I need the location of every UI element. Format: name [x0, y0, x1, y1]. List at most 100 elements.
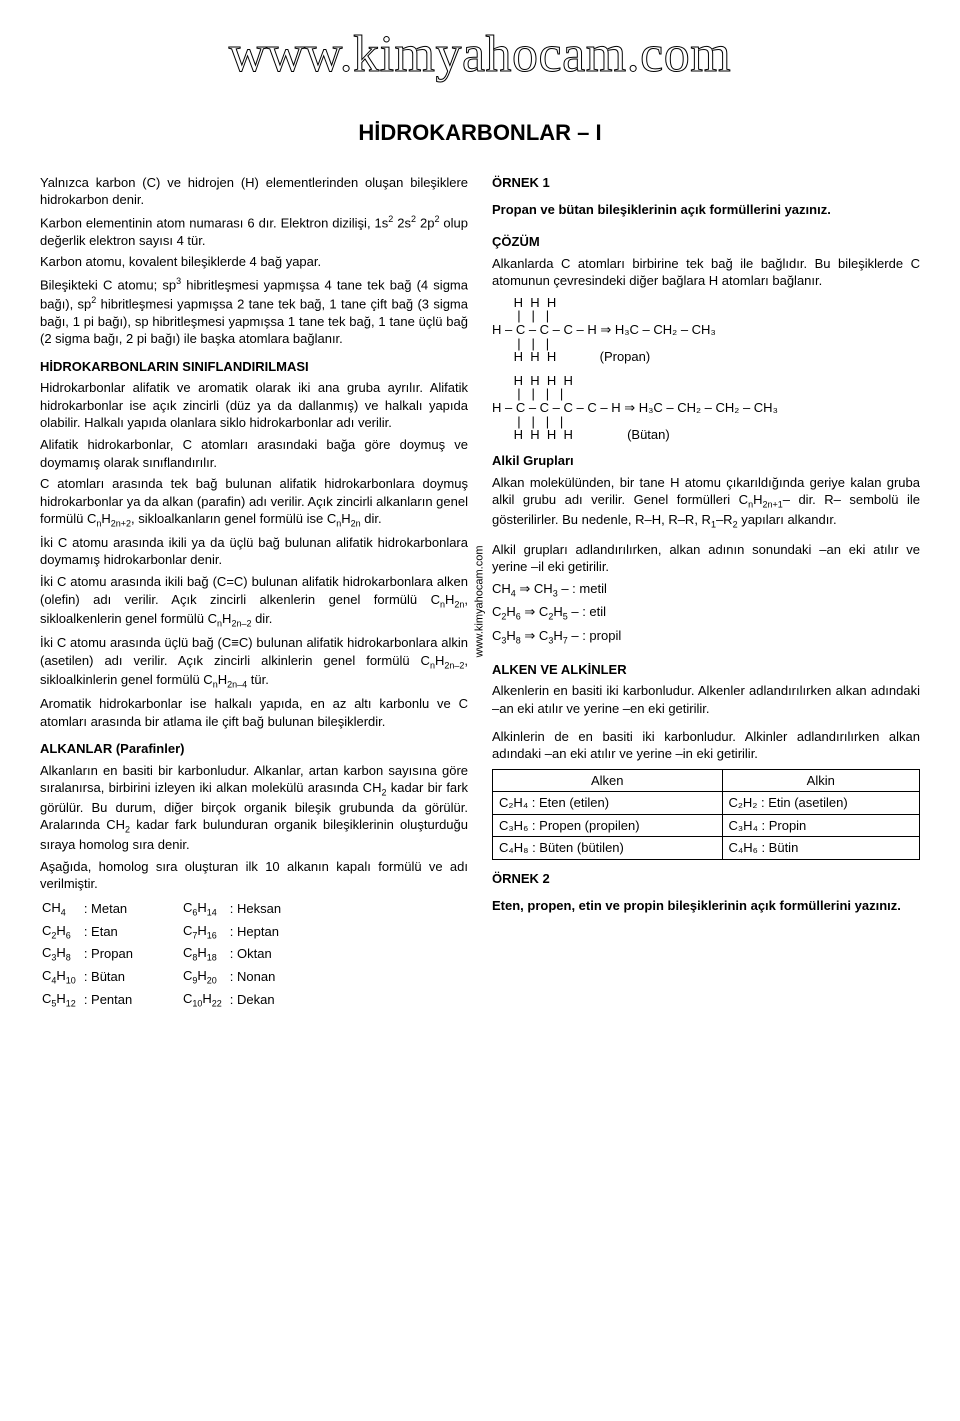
heading: HİDROKARBONLARIN SINIFLANDIRILMASI [40, 359, 309, 374]
intro-p2: Karbon elementinin atom numarası 6 dır. … [40, 213, 468, 249]
heading: Alkil Grupları [492, 453, 574, 468]
alkin-cell: C₃H₄ : Propin [722, 814, 920, 837]
t: ⇒ CH [516, 581, 553, 596]
intro-p1: Yalnızca karbon (C) ve hidrojen (H) elem… [40, 174, 468, 209]
t: Bileşikteki C atomu; sp [40, 277, 176, 292]
alken-p: Alkenlerin en basiti iki karbonludur. Al… [492, 682, 920, 717]
formula-cell: C5H12 [42, 990, 82, 1011]
name-cell: : Heksan [230, 899, 287, 920]
cozum-head: ÇÖZÜM [492, 233, 920, 251]
name-cell: : Pentan [84, 990, 139, 1011]
name-cell: : Metan [84, 899, 139, 920]
t: H H H (Propan) [492, 349, 650, 364]
t: , sikloalkanların genel formülü ise C [131, 511, 336, 526]
right-column: ÖRNEK 1 Propan ve bütan bileşiklerinin a… [492, 174, 920, 1013]
t: hibritleşmesi yapmışsa 2 tane tek bağ, 1… [40, 296, 468, 346]
ornek1-head: ÖRNEK 1 [492, 174, 920, 192]
propil-line: C3H8 ⇒ C3H7 – : propil [492, 627, 920, 647]
t: H [506, 604, 515, 619]
t: – : etil [568, 604, 606, 619]
p12: Alkanların en basiti bir karbonludur. Al… [40, 762, 468, 854]
t: H [553, 628, 562, 643]
t: –R [716, 512, 733, 527]
formula-cell: C7H16 [183, 922, 228, 943]
table-row: C7H16: Heptan [183, 922, 287, 943]
intro-p4: Bileşikteki C atomu; sp3 hibritleşmesi y… [40, 275, 468, 348]
heading: ÖRNEK 2 [492, 871, 550, 886]
formula-cell: C6H14 [183, 899, 228, 920]
p6: Alifatik hidrokarbonlar, C atomları aras… [40, 436, 468, 471]
alkane-table-left: CH4: MetanC2H6: EtanC3H8: PropanC4H10: B… [40, 897, 141, 1013]
alkane-list: CH4: MetanC2H6: EtanC3H8: PropanC4H10: B… [40, 897, 468, 1013]
sub: 2n+1 [762, 500, 782, 510]
metil-line: CH4 ⇒ CH3 – : metil [492, 580, 920, 600]
name-cell: : Heptan [230, 922, 287, 943]
t: 2p [416, 215, 434, 230]
sub: n [217, 619, 222, 629]
p10: İki C atomu arasında üçlü bağ (C≡C) bulu… [40, 634, 468, 691]
alkil-head: Alkil Grupları [492, 452, 920, 470]
table-row: C₂H₄ : Eten (etilen)C₂H₂ : Etin (asetile… [493, 792, 920, 815]
page-title: HİDROKARBONLAR – I [40, 118, 920, 148]
table-row: C3H8: Propan [42, 944, 139, 965]
t: ⇒ C [521, 628, 549, 643]
table-row: C10H22: Dekan [183, 990, 287, 1011]
table-row: C4H10: Bütan [42, 967, 139, 988]
alkane-table-right: C6H14: HeksanC7H16: HeptanC8H18: OktanC9… [181, 897, 289, 1013]
p7: C atomları arasında tek bağ bulunan alif… [40, 475, 468, 530]
table-row: C6H14: Heksan [183, 899, 287, 920]
table-row: C2H6: Etan [42, 922, 139, 943]
alkin-cell: C₄H₆ : Bütin [722, 837, 920, 860]
ornek2-head: ÖRNEK 2 [492, 870, 920, 888]
sub: 2n [351, 519, 361, 529]
p9: İki C atomu arasında ikili bağ (C=C) bul… [40, 573, 468, 630]
alkil-p2: Alkil grupları adlandırılırken, alkan ad… [492, 541, 920, 576]
section-classification: HİDROKARBONLARIN SINIFLANDIRILMASI [40, 358, 468, 376]
t: ⇒ C [521, 604, 549, 619]
alkin-p: Alkinlerin de en basiti iki karbonludur.… [492, 728, 920, 763]
t: dir. [251, 611, 272, 626]
two-column-layout: www.kimyahocam.com Yalnızca karbon (C) v… [40, 174, 920, 1013]
t: C [492, 628, 501, 643]
p8: İki C atomu arasında ikili ya da üçlü ba… [40, 534, 468, 569]
formula-cell: C10H22 [183, 990, 228, 1011]
t: – : metil [558, 581, 607, 596]
table-row: C9H20: Nonan [183, 967, 287, 988]
sub: 2n–2 [231, 619, 251, 629]
heading: ÖRNEK 1 [492, 175, 550, 190]
name-cell: : Propan [84, 944, 139, 965]
sub: 2n–2 [444, 660, 464, 670]
alken-alkin-table: AlkenAlkin C₂H₄ : Eten (etilen)C₂H₂ : Et… [492, 769, 920, 860]
sub: n [213, 680, 218, 690]
name-cell: : Dekan [230, 990, 287, 1011]
table-row: CH4: Metan [42, 899, 139, 920]
t: 2s [393, 215, 411, 230]
section-alkanlar: ALKANLAR (Parafinler) [40, 740, 468, 758]
p5: Hidrokarbonlar alifatik ve aromatik olar… [40, 379, 468, 432]
sub: n [440, 599, 445, 609]
propan-structure: H H H | | | H – C – C – C – H ⇒ H₃C – CH… [492, 296, 920, 364]
heading: ÇÖZÜM [492, 234, 540, 249]
left-column: Yalnızca karbon (C) ve hidrojen (H) elem… [40, 174, 468, 1013]
sub: n [96, 519, 101, 529]
t: CH [492, 581, 511, 596]
name-cell: : Oktan [230, 944, 287, 965]
butan-structure: H H H H | | | | H – C – C – C – C – H ⇒ … [492, 374, 920, 442]
table-row: C₃H₆ : Propen (propilen)C₃H₄ : Propin [493, 814, 920, 837]
formula-cell: C3H8 [42, 944, 82, 965]
t: H [553, 604, 562, 619]
formula-cell: C9H20 [183, 967, 228, 988]
alken-cell: C₄H₈ : Büten (bütilen) [493, 837, 723, 860]
site-banner: www.kimyahocam.com [40, 20, 920, 90]
alkin-cell: C₂H₂ : Etin (asetilen) [722, 792, 920, 815]
vertical-watermark: www.kimyahocam.com [473, 545, 488, 657]
sub: n [430, 660, 435, 670]
sub: 2n [454, 599, 464, 609]
t: Propan ve bütan bileşiklerinin açık form… [492, 202, 831, 217]
t: tür. [247, 672, 269, 687]
t: yapıları alkandır. [738, 512, 837, 527]
ornek1-q: Propan ve bütan bileşiklerinin açık form… [492, 201, 920, 219]
formula-cell: C4H10 [42, 967, 82, 988]
formula-cell: C8H18 [183, 944, 228, 965]
sub: n [336, 519, 341, 529]
